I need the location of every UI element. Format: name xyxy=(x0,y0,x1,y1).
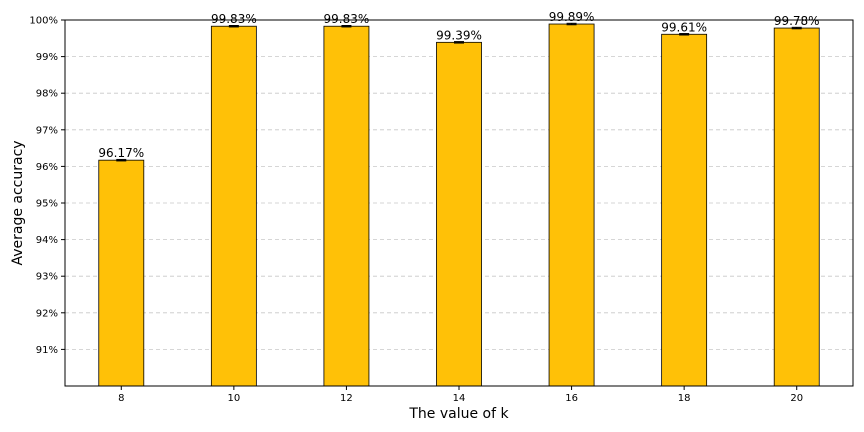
y-tick-label: 96% xyxy=(36,162,58,173)
y-tick-label: 92% xyxy=(36,308,58,319)
x-tick-label: 8 xyxy=(118,393,124,404)
x-tick-label: 10 xyxy=(227,393,240,404)
y-tick-label: 95% xyxy=(36,199,58,210)
bar-k-10 xyxy=(210,25,257,387)
y-tick-label: 94% xyxy=(36,235,58,246)
x-tick-label: 12 xyxy=(340,393,353,404)
y-tick-label: 100% xyxy=(29,16,58,27)
y-axis: 91% 92% 93% 94% 95% 96% 97% 98% 99% 100% xyxy=(29,16,65,356)
y-axis-label: Average accuracy xyxy=(10,140,26,265)
x-tick-label: 20 xyxy=(790,393,803,404)
x-tick-label: 14 xyxy=(453,393,466,404)
bar-k-16 xyxy=(548,23,595,387)
data-label: 99.89% xyxy=(549,10,595,24)
data-label: 99.39% xyxy=(436,28,482,42)
y-tick-label: 93% xyxy=(36,272,58,283)
y-tick-label: 91% xyxy=(36,345,58,356)
data-label: 99.83% xyxy=(324,12,370,26)
data-label: 96.17% xyxy=(98,146,144,160)
x-axis-label: The value of k xyxy=(408,406,509,422)
y-tick-label: 97% xyxy=(36,125,58,136)
data-label: 99.61% xyxy=(661,20,707,34)
data-labels: 96.17% 99.83% 99.83% 99.39% 99.89% 99.61% 99.7… xyxy=(98,10,819,160)
error-bars xyxy=(116,22,802,162)
bar-k-18 xyxy=(661,33,708,387)
x-axis: 8 10 12 14 16 18 20 xyxy=(118,386,803,404)
bar-k-20 xyxy=(773,27,820,387)
bar-k-12 xyxy=(323,25,370,387)
bars xyxy=(98,23,820,387)
x-tick-label: 16 xyxy=(565,393,578,404)
y-tick-label: 98% xyxy=(36,89,58,100)
data-label: 99.83% xyxy=(211,12,257,26)
data-label: 99.78% xyxy=(774,14,820,28)
bar-k-8 xyxy=(98,159,145,387)
bar-k-14 xyxy=(436,41,482,387)
y-tick-label: 99% xyxy=(36,52,58,63)
x-tick-label: 18 xyxy=(678,393,691,404)
